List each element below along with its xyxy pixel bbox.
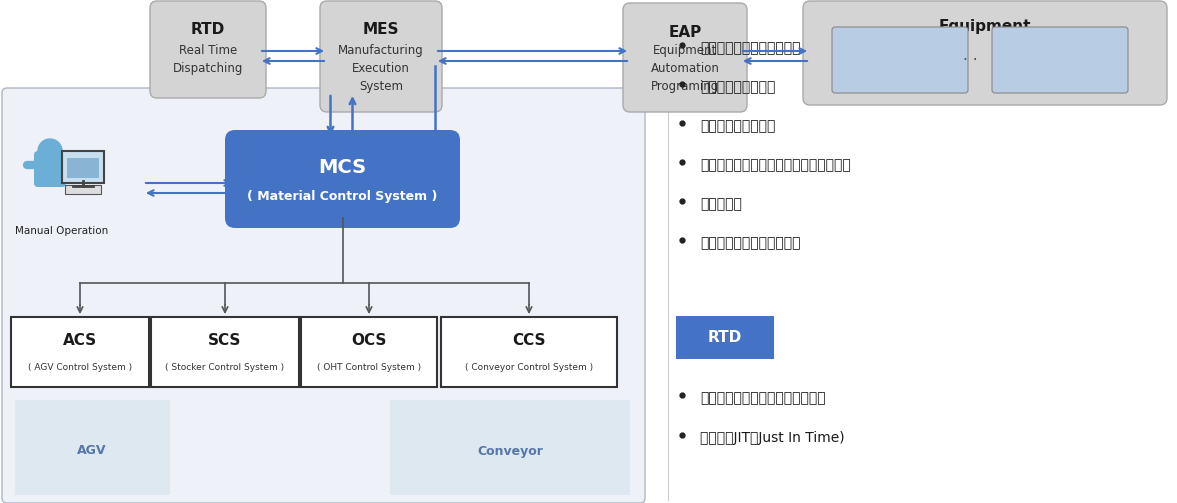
Text: AGV: AGV [78, 445, 107, 458]
Text: ( OHT Control System ): ( OHT Control System ) [317, 363, 421, 372]
FancyBboxPatch shape [301, 317, 437, 387]
FancyBboxPatch shape [320, 1, 443, 112]
FancyBboxPatch shape [62, 151, 104, 183]
Text: 物料配送JIT（Just In Time): 物料配送JIT（Just In Time) [700, 431, 845, 445]
Text: 搞运顺序实时调整；: 搞运顺序实时调整； [700, 119, 776, 133]
Text: RTD: RTD [191, 23, 225, 38]
Text: Equipment: Equipment [939, 19, 1031, 34]
Text: Real Time
Dispatching: Real Time Dispatching [173, 44, 244, 75]
FancyBboxPatch shape [623, 3, 747, 112]
FancyBboxPatch shape [15, 400, 169, 495]
FancyBboxPatch shape [441, 317, 617, 387]
FancyBboxPatch shape [151, 317, 299, 387]
FancyBboxPatch shape [832, 27, 967, 93]
Text: Conveyor: Conveyor [477, 445, 543, 458]
FancyBboxPatch shape [2, 88, 645, 503]
FancyBboxPatch shape [149, 1, 266, 98]
Text: 最佳路线动态选定；: 最佳路线动态选定； [700, 80, 776, 94]
FancyBboxPatch shape [676, 316, 774, 359]
FancyBboxPatch shape [992, 27, 1128, 93]
FancyBboxPatch shape [67, 158, 99, 178]
Text: MES: MES [363, 23, 399, 38]
Text: MCS: MCS [319, 158, 366, 177]
FancyBboxPatch shape [11, 317, 149, 387]
Text: ACS: ACS [62, 333, 97, 349]
Text: OCS: OCS [351, 333, 387, 349]
FancyBboxPatch shape [34, 151, 66, 187]
Text: SCS: SCS [208, 333, 241, 349]
Text: RTD: RTD [707, 330, 743, 345]
Text: ( Material Control System ): ( Material Control System ) [247, 190, 438, 203]
Text: 多种类物流设备统合控制；: 多种类物流设备统合控制； [700, 41, 800, 55]
Text: Manual Operation: Manual Operation [15, 226, 108, 236]
Text: 物料实时分配系统，物料设备匹配: 物料实时分配系统，物料设备匹配 [700, 391, 825, 405]
Text: 订单匹配；: 订单匹配； [700, 197, 742, 211]
FancyBboxPatch shape [65, 185, 101, 194]
FancyBboxPatch shape [803, 1, 1168, 105]
Text: Equipment
Automation
Programing: Equipment Automation Programing [651, 44, 719, 94]
FancyBboxPatch shape [390, 400, 630, 495]
Text: ( Conveyor Control System ): ( Conveyor Control System ) [465, 363, 593, 372]
FancyBboxPatch shape [225, 130, 460, 228]
Text: Manufacturing
Execution
System: Manufacturing Execution System [338, 44, 424, 93]
Text: 物料配送状态监控与控制。: 物料配送状态监控与控制。 [700, 236, 800, 250]
Text: · ·: · · [963, 52, 977, 67]
Text: EAP: EAP [669, 25, 701, 40]
Circle shape [38, 139, 62, 163]
Text: 存储单元智能管理，物料位置实时管控；: 存储单元智能管理，物料位置实时管控； [700, 158, 851, 172]
Text: ( AGV Control System ): ( AGV Control System ) [28, 363, 132, 372]
Text: ( Stocker Control System ): ( Stocker Control System ) [166, 363, 285, 372]
Text: CCS: CCS [512, 333, 546, 349]
